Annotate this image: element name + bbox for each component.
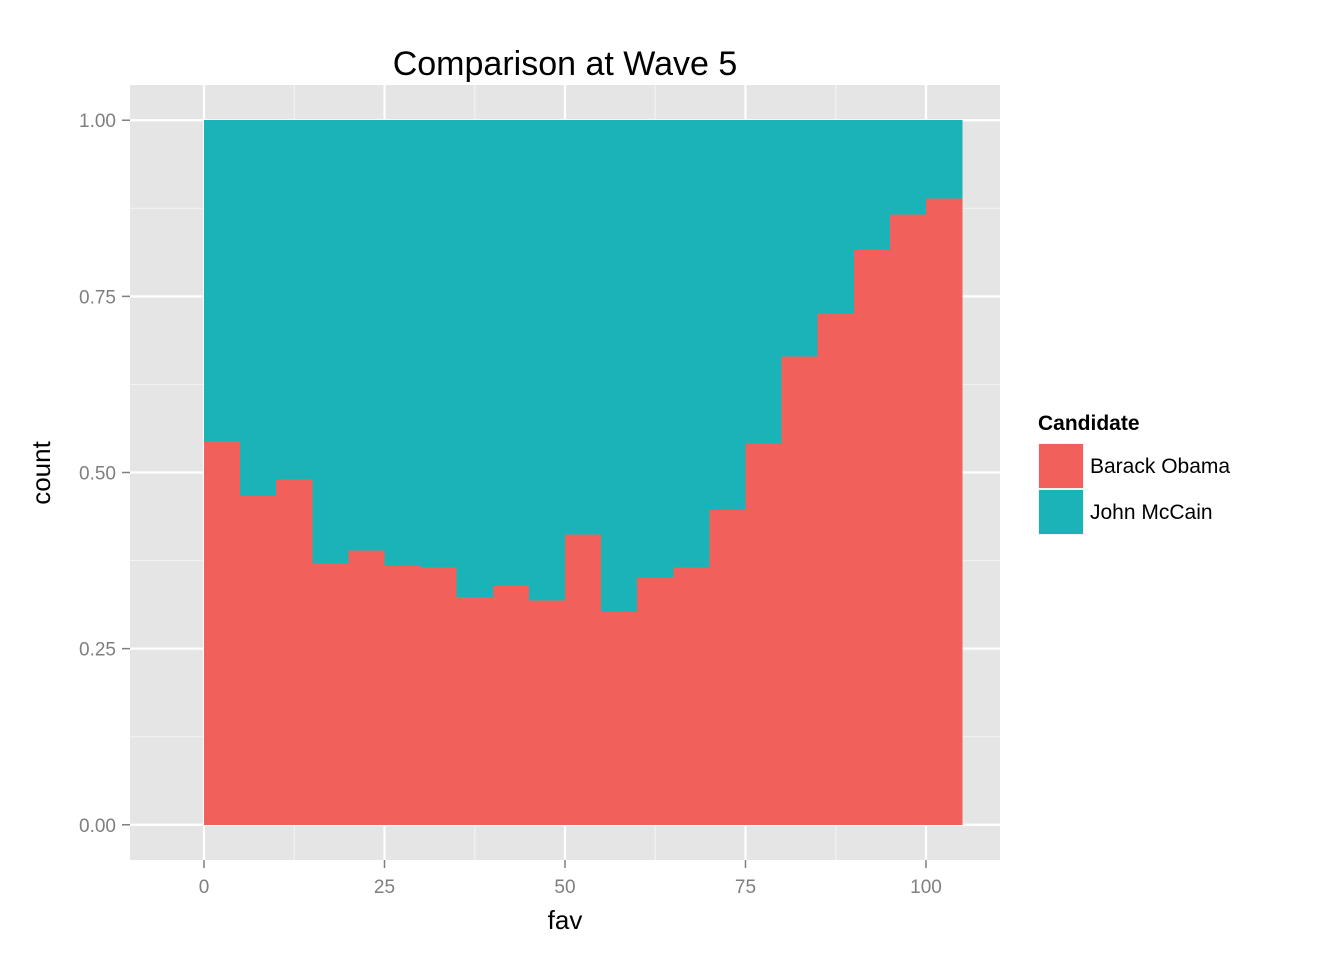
bar-mccain [817,120,855,314]
bar-obama [745,443,783,825]
bar-mccain [240,120,277,496]
bar-obama [565,534,602,825]
bar-mccain [601,120,638,613]
bar-mccain [889,120,927,215]
bar-obama [889,214,927,825]
y-axis: 0.00 0.25 0.50 0.75 1.00 [79,111,130,837]
bar-obama [637,577,674,825]
bar-obama [456,597,494,825]
bar-obama [853,249,891,825]
bar-mccain [925,120,963,199]
x-axis-title: fav [548,905,583,935]
bar-obama [817,313,855,825]
x-axis: 0 25 50 75 100 [199,860,942,898]
bar-obama [204,440,241,825]
bar-obama [276,479,313,825]
bar-obama [312,563,350,825]
bar-obama [673,567,710,825]
bars [204,120,963,825]
bar-mccain [565,120,602,535]
y-tick-label: 0.75 [79,287,116,308]
legend-label: John McCain [1090,501,1213,524]
bar-obama [240,495,277,825]
legend-label: Barack Obama [1090,455,1230,478]
bar-mccain [492,120,530,586]
y-tick-label: 0.00 [79,816,116,837]
bar-mccain [745,120,783,444]
bar-mccain [637,120,674,578]
bar-obama [420,567,458,825]
bar-obama [348,550,386,825]
y-axis-title: count [26,440,56,504]
x-tick-label: 0 [199,877,210,898]
legend-items: Barack Obama John McCain [1038,443,1230,535]
bar-mccain [528,120,566,601]
bar-mccain [781,120,819,357]
bar-mccain [312,120,350,564]
x-tick-label: 100 [910,877,942,898]
bar-mccain [709,120,747,510]
y-tick-label: 0.50 [79,464,116,485]
x-tick-label: 50 [554,877,575,898]
bar-obama [384,566,422,825]
bar-obama [781,356,819,825]
bar-mccain [420,120,458,568]
legend: Candidate Barack Obama John McCain [1038,412,1230,535]
x-tick-label: 25 [374,877,395,898]
bar-mccain [348,120,386,551]
bar-mccain [853,120,891,250]
x-tick-label: 75 [735,877,756,898]
bar-obama [709,509,747,825]
legend-title: Candidate [1038,412,1140,435]
bar-obama [601,612,638,825]
bar-mccain [384,120,422,567]
bar-mccain [276,120,313,480]
bar-mccain [204,120,241,441]
bar-obama [925,198,963,825]
y-tick-label: 1.00 [79,111,116,132]
chart-title: Comparison at Wave 5 [393,45,738,83]
bar-mccain [673,120,710,568]
legend-swatch [1039,444,1083,488]
bar-obama [528,600,566,825]
bar-obama [492,585,530,825]
y-tick-label: 0.25 [79,640,116,661]
bar-mccain [456,120,494,598]
legend-swatch [1039,490,1083,534]
